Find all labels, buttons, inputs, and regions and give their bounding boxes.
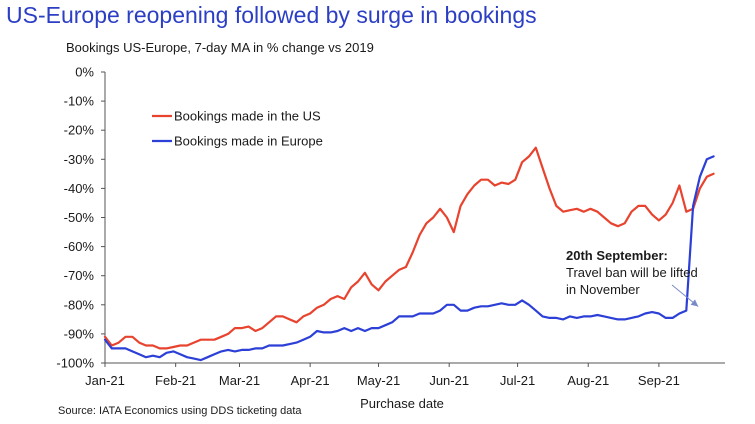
x-tick-label: Feb-21 [155, 373, 196, 388]
annotation: 20th September: Travel ban will be lifted… [566, 248, 699, 307]
y-axis-ticks: 0% -10% -20% -30% -40% -50% -60% -70% -80% -90% -1… [56, 65, 105, 371]
x-tick-label: Mar-21 [219, 373, 260, 388]
source-note: Source: IATA Economics using DDS ticketi… [58, 405, 302, 417]
series-line-us [103, 146, 715, 350]
y-tick-label: -10% [64, 94, 95, 109]
x-tick-label: Jul-21 [500, 373, 535, 388]
y-tick-label: -80% [64, 297, 95, 312]
y-tick-label: -90% [64, 326, 95, 341]
annotation-arrow-head [690, 299, 699, 307]
series-line-europe [103, 155, 715, 362]
annotation-line: in November [566, 282, 640, 297]
y-tick-label: 0% [75, 65, 94, 80]
series-lines [103, 146, 715, 362]
y-tick-label: -60% [64, 239, 95, 254]
chart-subtitle: Bookings US-Europe, 7-day MA in % change… [66, 40, 374, 55]
x-tick-label: Jan-21 [85, 373, 125, 388]
y-tick-label: -20% [64, 123, 95, 138]
x-tick-label: May-21 [357, 373, 400, 388]
x-axis-ticks: Jan-21 Feb-21 Mar-21 Apr-21 May-21 Jun-21 Jul-… [85, 363, 680, 388]
y-tick-label: -40% [64, 181, 95, 196]
chart-title: US-Europe reopening followed by surge in… [6, 2, 537, 28]
y-tick-label: -50% [64, 210, 95, 225]
x-axis-label: Purchase date [360, 396, 444, 411]
legend: Bookings made in the US Bookings made in … [152, 109, 323, 149]
x-tick-label: Aug-21 [567, 373, 609, 388]
legend-entry: Bookings made in Europe [174, 134, 323, 149]
y-tick-label: -70% [64, 268, 95, 283]
y-tick-label: -100% [56, 356, 94, 371]
y-tick-label: -30% [64, 152, 95, 167]
x-tick-label: Apr-21 [291, 373, 330, 388]
x-tick-label: Jun-21 [429, 373, 469, 388]
annotation-title: 20th September: [566, 248, 668, 263]
x-tick-label: Sep-21 [638, 373, 680, 388]
legend-entry: Bookings made in the US [174, 109, 321, 124]
annotation-line: Travel ban will be lifted [566, 265, 698, 280]
